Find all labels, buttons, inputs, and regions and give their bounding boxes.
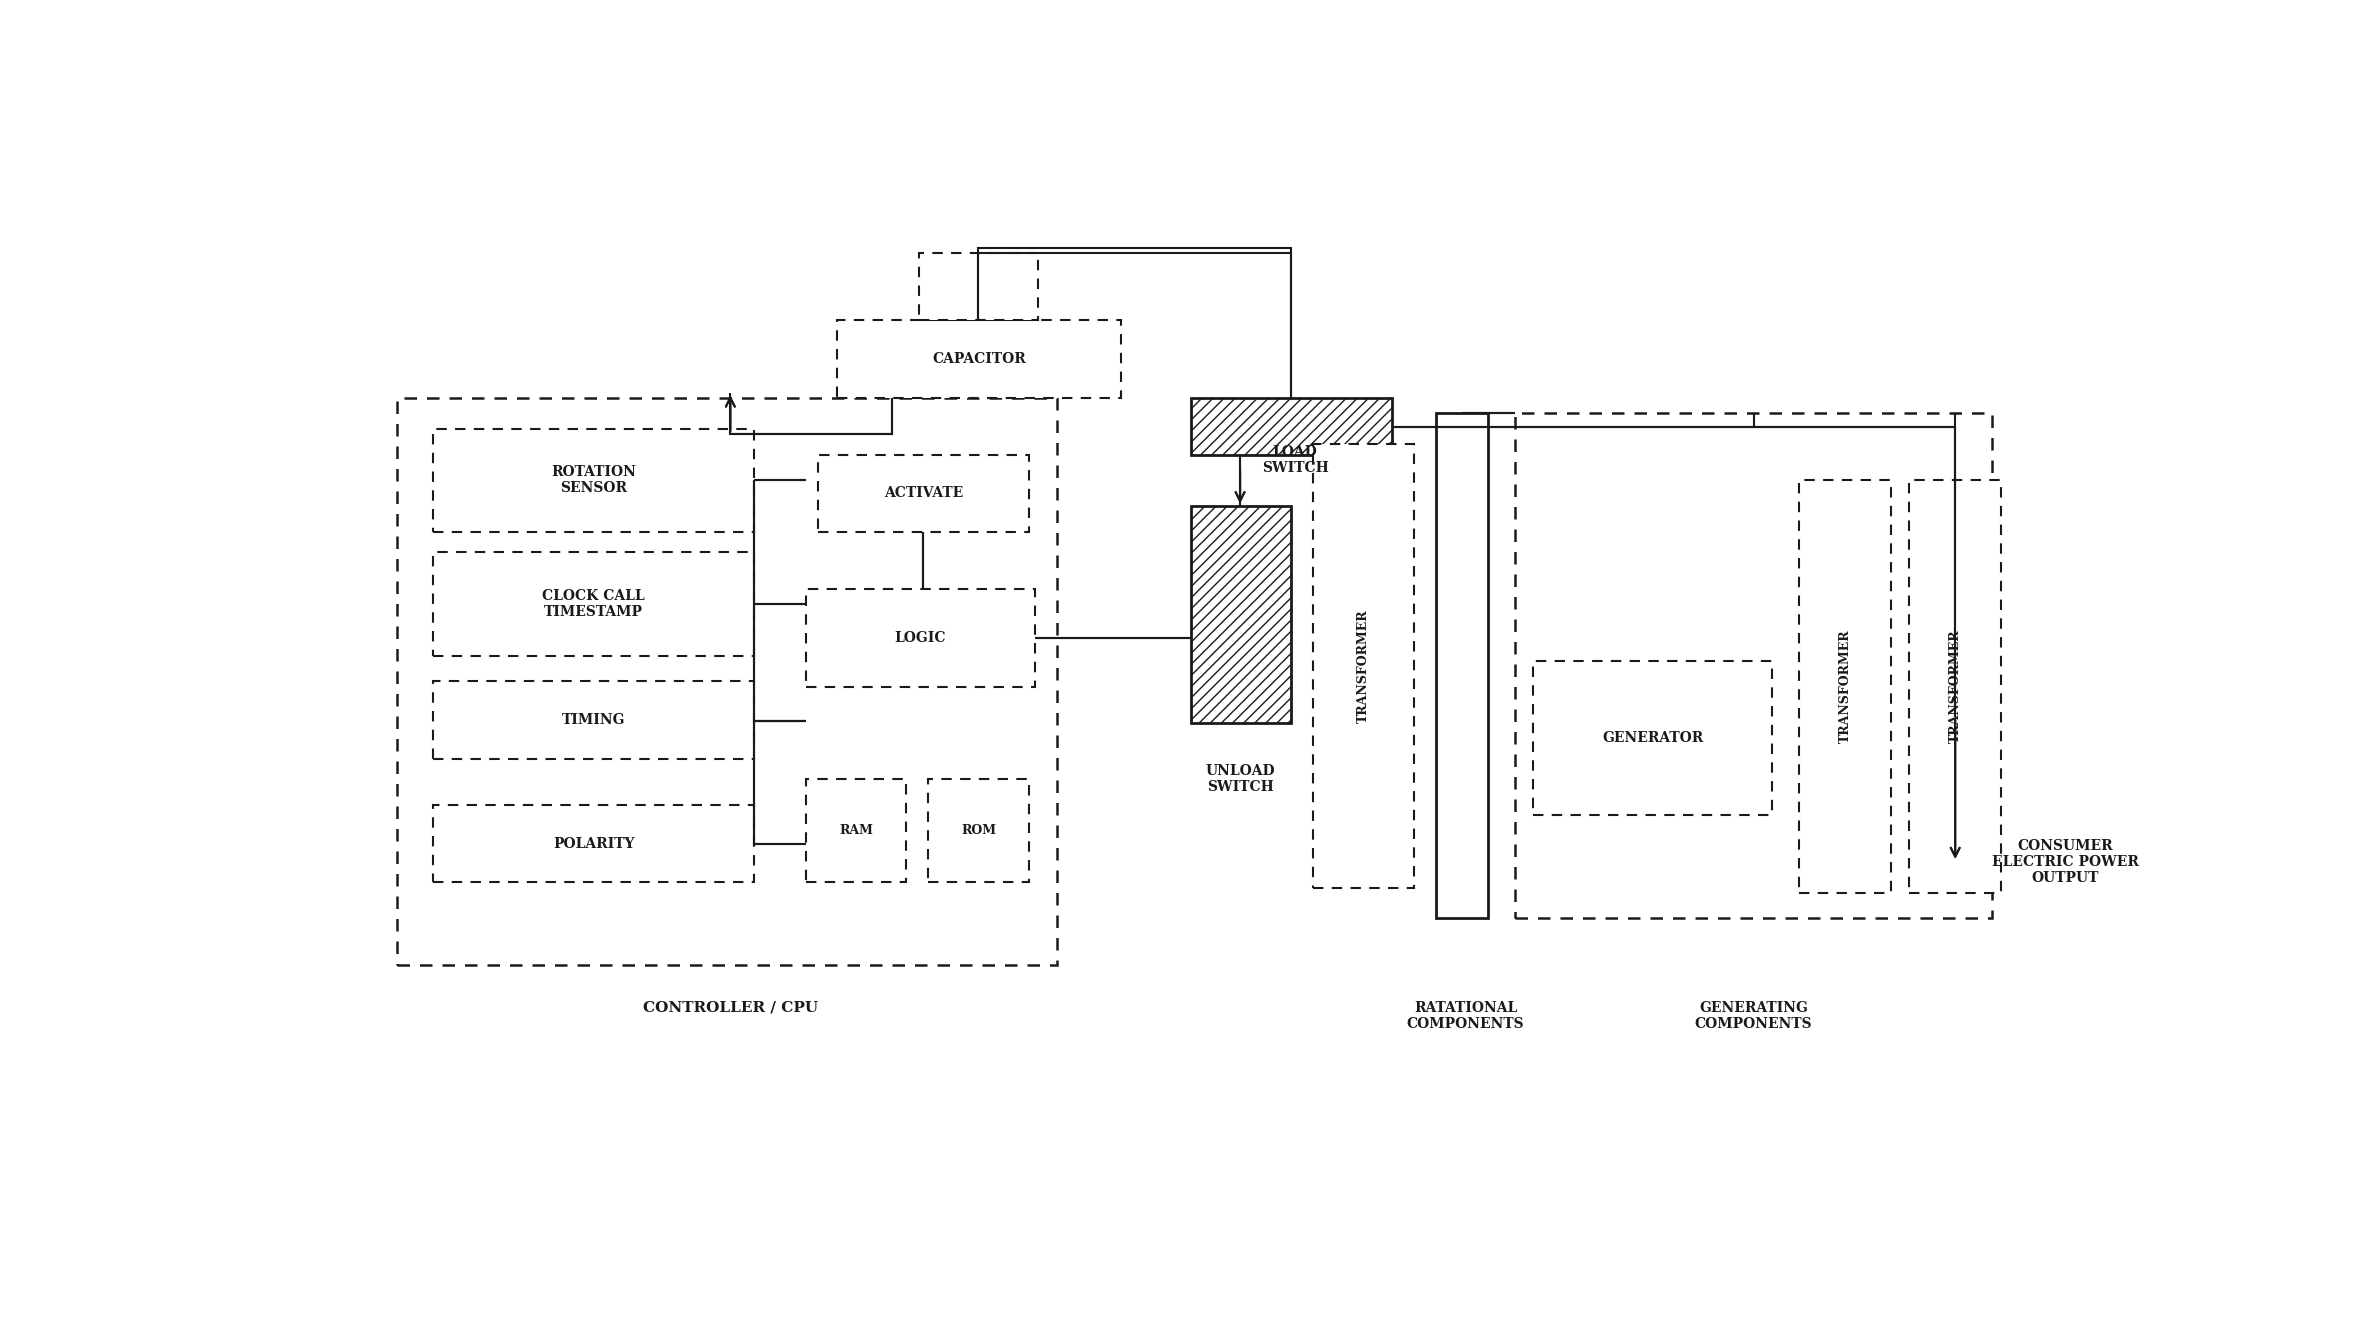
Bar: [804, 589, 1034, 687]
Text: POLARITY: POLARITY: [554, 837, 634, 850]
Bar: [1798, 481, 1890, 893]
Bar: [1313, 445, 1415, 888]
Text: ACTIVATE: ACTIVATE: [885, 486, 963, 501]
Text: LOGIC: LOGIC: [894, 631, 946, 644]
Text: CAPACITOR: CAPACITOR: [932, 352, 1024, 366]
Text: ROTATION
SENSOR: ROTATION SENSOR: [551, 465, 636, 495]
Bar: [1190, 506, 1292, 723]
Bar: [1436, 414, 1488, 919]
Bar: [433, 428, 755, 532]
Text: LOAD
SWITCH: LOAD SWITCH: [1261, 445, 1327, 475]
Text: TIMING: TIMING: [563, 712, 625, 727]
Text: RATATIONAL
COMPONENTS: RATATIONAL COMPONENTS: [1408, 1002, 1524, 1031]
Bar: [1533, 660, 1772, 815]
Text: CONTROLLER / CPU: CONTROLLER / CPU: [644, 1002, 819, 1015]
Text: GENERATOR: GENERATOR: [1602, 731, 1704, 744]
Bar: [918, 253, 1039, 320]
Text: GENERATING
COMPONENTS: GENERATING COMPONENTS: [1694, 1002, 1812, 1031]
Bar: [397, 398, 1058, 965]
Text: CONSUMER
ELECTRIC POWER
OUTPUT: CONSUMER ELECTRIC POWER OUTPUT: [1992, 838, 2139, 885]
Bar: [1909, 481, 2002, 893]
Bar: [433, 805, 755, 882]
Bar: [838, 320, 1121, 398]
Text: TRANSFORMER: TRANSFORMER: [1950, 629, 1961, 743]
Text: TRANSFORMER: TRANSFORMER: [1838, 629, 1853, 743]
Text: ROM: ROM: [961, 825, 996, 837]
Bar: [1190, 398, 1391, 454]
Text: RAM: RAM: [840, 825, 873, 837]
Bar: [804, 779, 906, 882]
Text: TRANSFORMER: TRANSFORMER: [1358, 609, 1370, 723]
Text: UNLOAD
SWITCH: UNLOAD SWITCH: [1204, 763, 1275, 794]
Bar: [1514, 414, 1992, 919]
Text: CLOCK CALL
TIMESTAMP: CLOCK CALL TIMESTAMP: [542, 589, 646, 619]
Bar: [433, 553, 755, 656]
Bar: [819, 454, 1029, 532]
Bar: [927, 779, 1029, 882]
Bar: [433, 682, 755, 759]
